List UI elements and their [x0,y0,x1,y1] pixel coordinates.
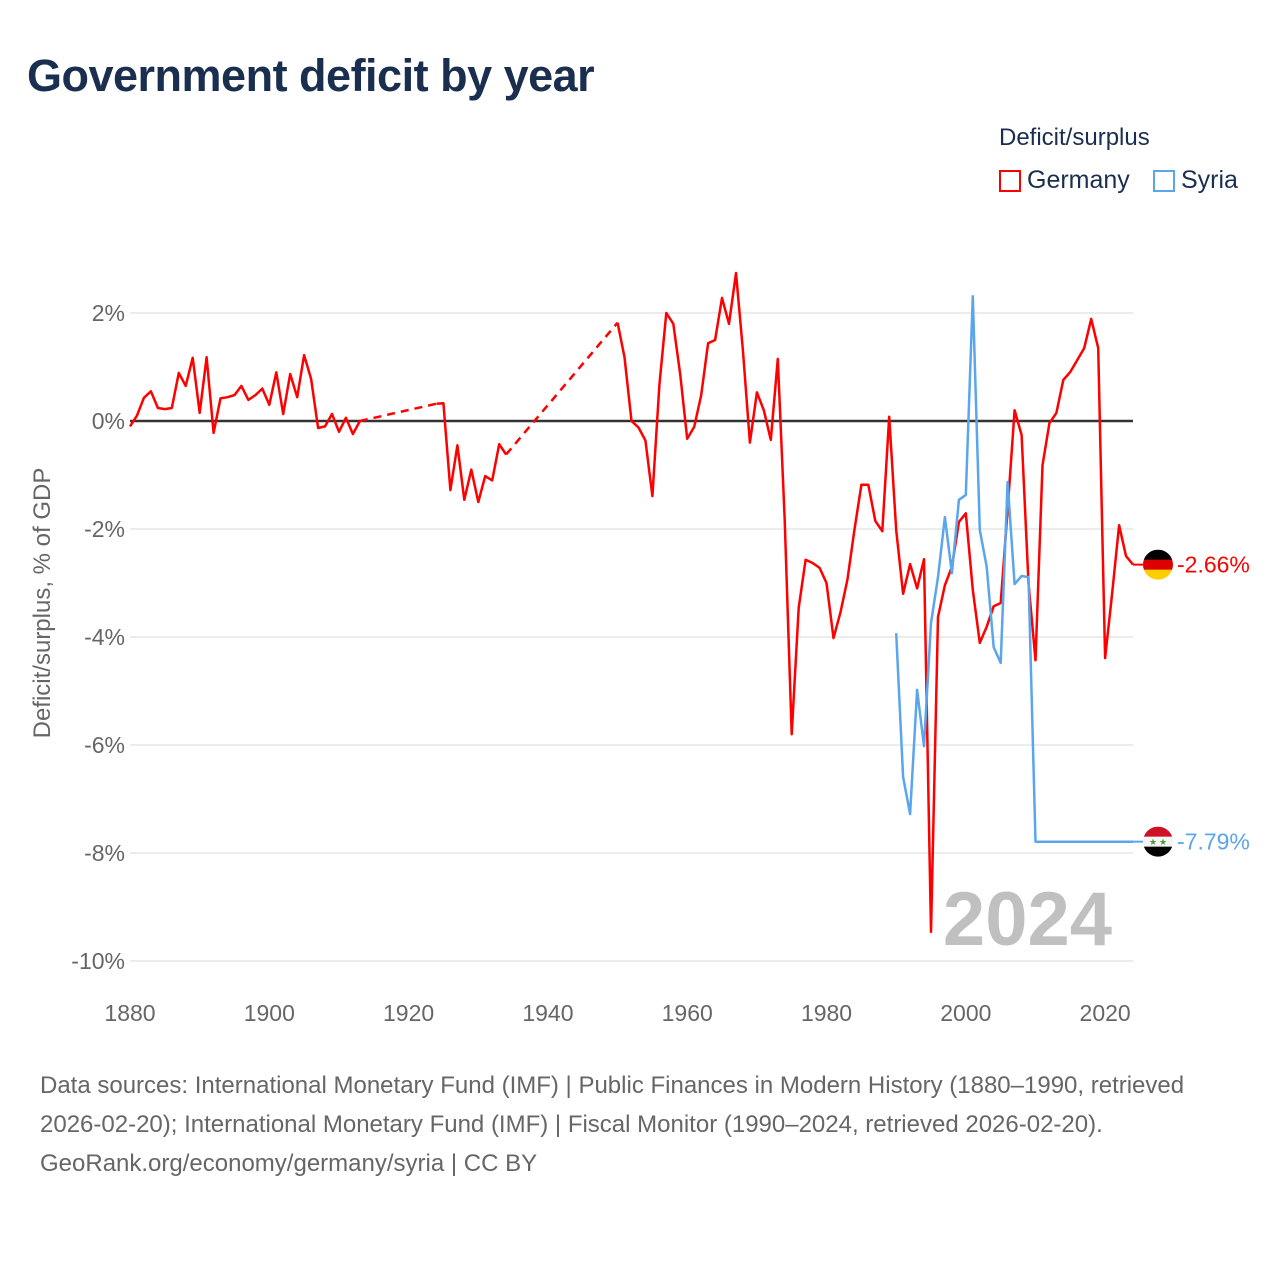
germany-flag-icon [1143,549,1173,580]
legend-title: Deficit/surplus [999,124,1150,151]
x-tick-label: 1920 [383,1000,434,1026]
legend-label-germany: Germany [1027,166,1130,194]
x-tick-label: 1900 [244,1000,295,1026]
y-tick-label: -8% [84,840,125,866]
end-value-label-syria: -7.79% [1177,829,1250,855]
x-tick-label: 1960 [662,1000,713,1026]
y-tick-label: -6% [84,732,125,758]
series-lines [128,271,1134,934]
end-value-label-germany: -2.66% [1177,552,1250,578]
end-labels: -2.66%★ ★ -7.79% [1133,549,1250,857]
series-line-germany [128,271,1134,934]
series-line-syria [894,295,1133,843]
legend-item-germany[interactable]: Germany [999,166,1130,195]
x-tick-label: 1980 [801,1000,852,1026]
svg-text:★: ★ [1159,837,1167,847]
footer: Data sources: International Monetary Fun… [40,1066,1240,1183]
x-tick-label: 2000 [940,1000,991,1026]
x-tick-label: 2020 [1080,1000,1131,1026]
y-tick-label: -10% [71,948,125,974]
y-axis-label: Deficit/surplus, % of GDP [29,468,56,739]
y-tick-label: -4% [84,624,125,650]
gap-connector [505,321,619,456]
data-sources: Data sources: International Monetary Fun… [40,1072,1185,1138]
credit-link[interactable]: GeoRank.org/economy/germany/syria | CC B… [40,1150,538,1177]
gap-connector [359,402,437,423]
legend-item-syria[interactable]: Syria [1153,166,1238,195]
x-tick-label: 1880 [104,1000,155,1026]
year-watermark: 2024 [943,877,1112,962]
chart-title: Government deficit by year [27,50,595,101]
y-tick-label: 2% [92,300,125,326]
syria-flag-icon: ★ ★ [1143,826,1173,857]
svg-text:★: ★ [1149,837,1157,847]
y-axis-ticks: 2% 0% -2% -4% -6% -8% -10% [71,300,125,974]
legend-label-syria: Syria [1181,166,1238,194]
legend-swatch-germany [999,169,1021,192]
x-axis-ticks: 1880 1900 1920 1940 1960 1980 2000 2020 [104,1000,1130,1026]
y-tick-label: 0% [92,408,125,434]
legend-swatch-syria [1153,169,1175,192]
y-tick-label: -2% [84,516,125,542]
x-tick-label: 1940 [522,1000,573,1026]
